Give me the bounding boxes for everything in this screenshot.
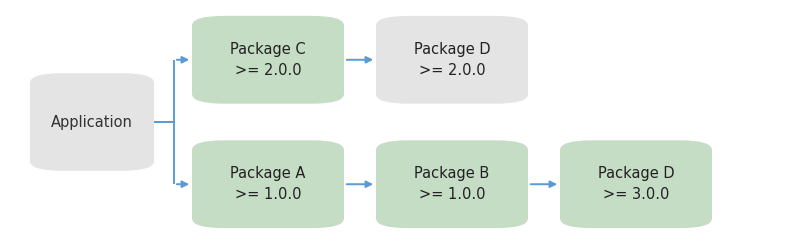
Text: Package D
>= 2.0.0: Package D >= 2.0.0 [414,42,490,78]
Text: Package B
>= 1.0.0: Package B >= 1.0.0 [414,166,490,202]
Text: Package A
>= 1.0.0: Package A >= 1.0.0 [230,166,306,202]
Text: Package C
>= 2.0.0: Package C >= 2.0.0 [230,42,306,78]
FancyBboxPatch shape [376,16,528,104]
FancyBboxPatch shape [192,16,344,104]
Text: Package D
>= 3.0.0: Package D >= 3.0.0 [598,166,674,202]
FancyBboxPatch shape [192,140,344,228]
FancyBboxPatch shape [376,140,528,228]
FancyBboxPatch shape [560,140,712,228]
Text: Application: Application [51,114,133,130]
FancyBboxPatch shape [30,73,154,171]
